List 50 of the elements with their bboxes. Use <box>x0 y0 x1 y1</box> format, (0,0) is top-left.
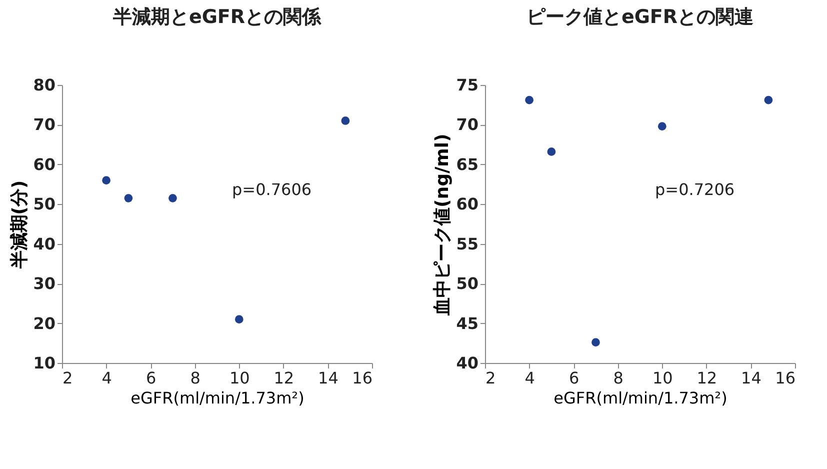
y-tick-label: 60 <box>456 194 478 214</box>
y-tick-label: 75 <box>456 76 478 94</box>
point <box>234 315 244 324</box>
x-tick-label: 14 <box>741 368 762 388</box>
x-tick-label: 12 <box>696 368 718 388</box>
point <box>168 194 177 202</box>
x-tick-label: 6 <box>568 368 580 388</box>
x-tick-label: 2 <box>62 368 73 388</box>
x-tick-label: 8 <box>190 368 200 388</box>
y-tick-label: 60 <box>33 154 56 174</box>
y-axis-title: 半減期(分) <box>9 180 30 270</box>
x-tick-label: 10 <box>229 368 250 388</box>
y-tick-label: 40 <box>33 234 56 254</box>
y-tick-label: 45 <box>456 314 478 333</box>
point <box>592 338 600 347</box>
y-tick-label: 70 <box>33 115 56 134</box>
x-tick-label: 6 <box>146 368 156 388</box>
y-tick-label: 10 <box>33 354 56 372</box>
x-tick-label: 10 <box>652 368 673 388</box>
x-tick-label: 16 <box>352 368 372 388</box>
y-tick-label: 50 <box>456 274 478 294</box>
x-tick-label: 4 <box>524 368 535 388</box>
y-tick-label: 40 <box>456 354 478 372</box>
point <box>102 176 110 184</box>
y-tick-label: 65 <box>456 154 478 174</box>
y-tick-label: 80 <box>33 76 56 94</box>
point <box>658 122 666 130</box>
x-tick-label: 12 <box>274 368 294 388</box>
point <box>124 194 133 202</box>
chart-title: 半減期とeGFRとの関係 <box>112 6 322 28</box>
point <box>341 116 350 125</box>
x-axis-title: eGFR(ml/min/1.73m²) <box>554 388 728 408</box>
annotation: p=0.7606 <box>232 180 312 199</box>
y-tick-label: 50 <box>33 194 56 214</box>
x-axis-title: eGFR(ml/min/1.73m²) <box>130 388 304 408</box>
chart-title: ピーク値とeGFRとの関連 <box>526 6 754 28</box>
point <box>764 96 773 104</box>
y-tick-label: 55 <box>456 234 478 254</box>
y-axis-title: 血中ピーク値(ng/ml) <box>432 134 454 316</box>
annotation: p=0.7206 <box>655 180 735 199</box>
y-tick-label: 70 <box>456 115 478 134</box>
x-tick-label: 4 <box>102 368 112 388</box>
x-tick-label: 14 <box>318 368 338 388</box>
x-tick-label: 8 <box>613 368 624 388</box>
x-tick-label: 16 <box>775 368 796 388</box>
point <box>525 96 534 104</box>
point <box>547 148 556 156</box>
x-tick-label: 2 <box>486 368 496 388</box>
y-tick-label: 30 <box>33 274 56 294</box>
y-tick-label: 20 <box>33 314 56 333</box>
